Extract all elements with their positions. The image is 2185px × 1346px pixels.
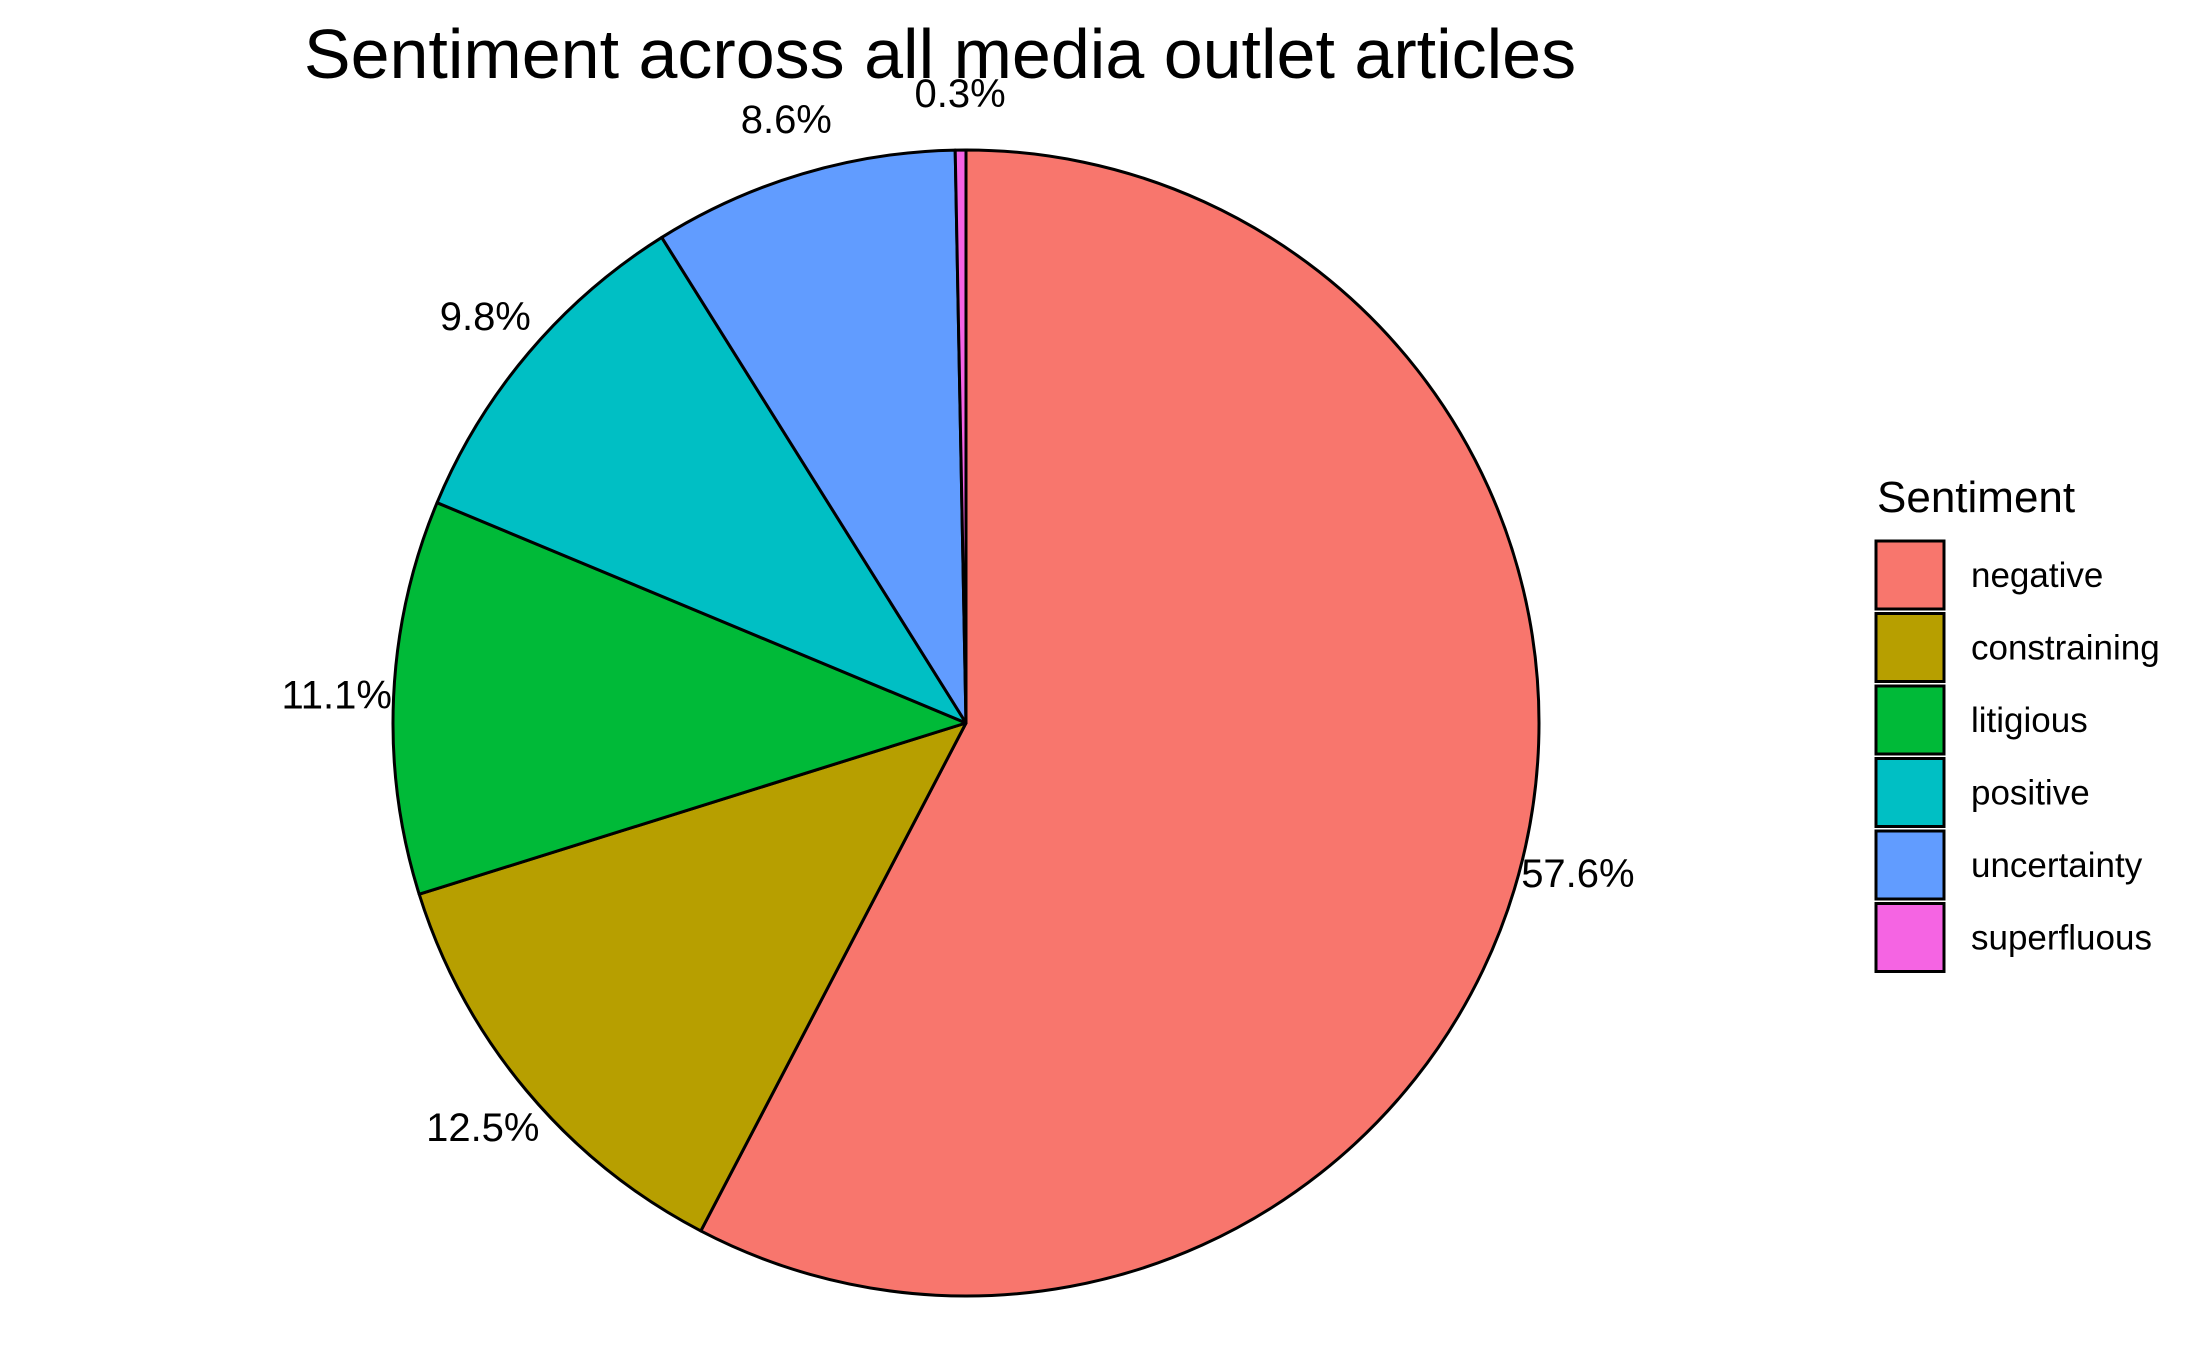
- slice-label-constraining: 12.5%: [426, 1106, 539, 1150]
- legend-label-negative: negative: [1971, 556, 2103, 595]
- legend-key-superfluous: [1874, 902, 1946, 973]
- pie-slice-uncertainty: [660, 148, 968, 725]
- pie-slice-litigious: [391, 501, 968, 896]
- slice-labels: 57.6% 12.5% 11.1% 9.8% 8.6% 0.3%: [281, 72, 1634, 1150]
- pie-slice-positive: [435, 235, 968, 725]
- legend-label-litigious: litigious: [1971, 701, 2088, 740]
- legend-label-positive: positive: [1971, 774, 2090, 813]
- legend-key-uncertainty: [1874, 829, 1946, 901]
- slice-label-superfluous: 0.3%: [915, 72, 1006, 116]
- slice-label-negative: 57.6%: [1521, 852, 1634, 896]
- legend: Sentiment negative constraining litigious p…: [1874, 473, 2160, 973]
- legend-key-positive: [1874, 757, 1946, 828]
- legend-key-negative: [1874, 539, 1946, 611]
- legend-label-uncertainty: uncertainty: [1971, 846, 2143, 885]
- slice-label-uncertainty: 8.6%: [741, 98, 832, 142]
- slice-label-litigious: 11.1%: [281, 673, 391, 717]
- legend-label-constraining: constraining: [1971, 629, 2160, 668]
- legend-title: Sentiment: [1877, 473, 2075, 522]
- chart-title: Sentiment across all media outlet articl…: [304, 15, 1576, 93]
- pie-slice-superfluous: [953, 148, 968, 725]
- slice-label-positive: 9.8%: [440, 295, 531, 339]
- pie-slice-constraining: [417, 721, 968, 1233]
- pie-slices: [391, 148, 1541, 1298]
- legend-key-constraining: [1874, 612, 1946, 683]
- legend-label-superfluous: superfluous: [1971, 919, 2152, 958]
- legend-key-litigious: [1874, 684, 1946, 756]
- pie-slice-negative: [699, 148, 1541, 1298]
